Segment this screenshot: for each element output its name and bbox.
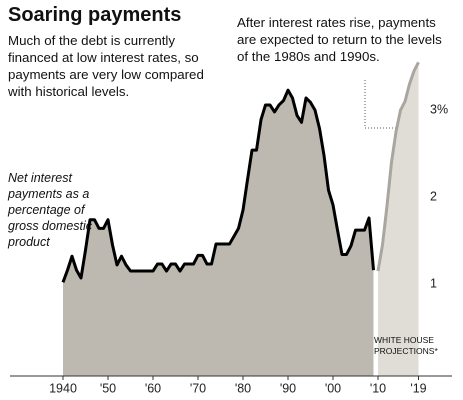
x-tick-label: 1940 [49,381,77,395]
line [61,88,375,283]
x-tick-label: '80 [235,381,251,395]
x-tick-label: '00 [325,381,341,395]
area [378,62,419,376]
line [376,61,420,272]
y-tick-label: 3% [430,102,448,116]
x-tick-label: '10 [370,381,386,395]
y-axis-label: Net interest payments as a percentage of… [8,171,93,249]
area [63,90,374,377]
annotation: After interest rates rise, payments are … [237,15,442,64]
x-tick-label: '50 [100,381,116,395]
projection-label: WHITE HOUSE PROJECTIONS* [374,335,438,356]
leader-line [364,80,405,129]
y-tick-label: 2 [430,189,437,203]
x-tick-label: '19 [410,381,426,395]
subtitle: Much of the debt is currently financed a… [8,33,204,99]
x-tick-label: '90 [280,381,296,395]
x-tick-label: '60 [145,381,161,395]
x-tick-label: '70 [190,381,206,395]
y-tick-label: 1 [430,276,437,290]
chart-title: Soaring payments [8,4,182,26]
